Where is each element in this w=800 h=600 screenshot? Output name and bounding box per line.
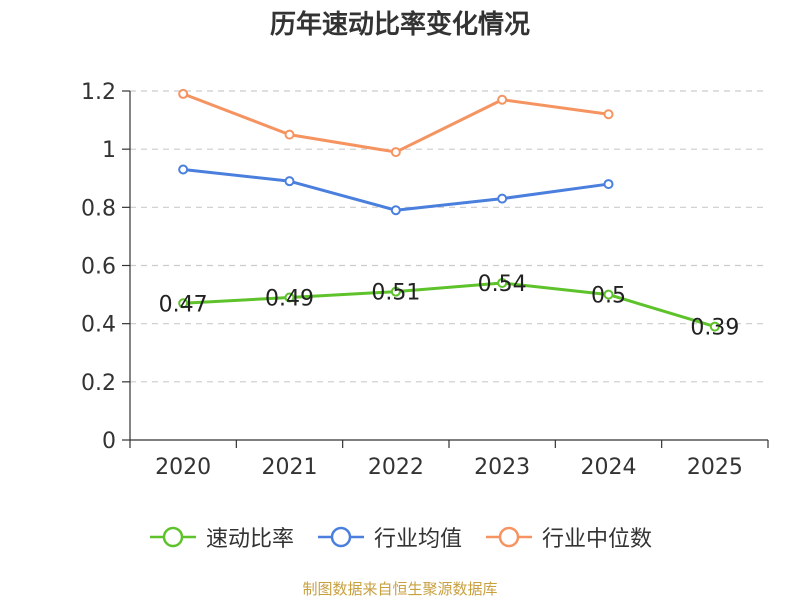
data-point — [603, 109, 614, 120]
series-line-0 — [183, 281, 716, 329]
legend-marker-icon — [317, 526, 364, 548]
legend-label: 行业中位数 — [542, 527, 653, 552]
data-label: 0.49 — [265, 286, 314, 311]
data-label: 0.51 — [371, 281, 420, 306]
x-tick-label: 2021 — [262, 455, 318, 480]
legend-item[interactable]: 行业均值 — [316, 521, 462, 553]
y-tick-label: 0.6 — [81, 255, 116, 280]
y-tick-label: 0.2 — [81, 371, 116, 396]
data-point — [390, 147, 401, 158]
data-label: 0.47 — [159, 292, 208, 317]
data-label: 0.5 — [591, 284, 626, 309]
data-point — [390, 205, 401, 216]
legend-item[interactable]: 速动比率 — [148, 521, 294, 553]
series-line-2 — [182, 92, 609, 154]
y-tick-label: 0.8 — [81, 196, 116, 221]
legend-label: 速动比率 — [205, 527, 294, 552]
x-tick-label: 2022 — [368, 455, 424, 480]
data-point — [390, 286, 401, 297]
data-point — [178, 298, 189, 309]
y-tick-label: 1.2 — [81, 80, 116, 105]
data-label: 0.54 — [478, 272, 527, 297]
x-tick-label: 2025 — [687, 455, 743, 480]
data-source-note: 制图数据来自恒生聚源数据库 — [302, 580, 498, 598]
data-point — [497, 193, 508, 204]
legend-item[interactable]: 行业中位数 — [484, 521, 652, 553]
x-tick-label: 2023 — [474, 455, 530, 480]
y-tick-label: 0.4 — [81, 313, 116, 338]
series-line-1 — [183, 168, 609, 212]
data-point — [284, 292, 295, 303]
data-point — [497, 277, 508, 288]
data-point — [709, 321, 720, 332]
y-tick-label: 1 — [102, 138, 116, 163]
data-label: 0.39 — [690, 316, 739, 341]
data-point — [603, 289, 614, 300]
data-point — [178, 164, 189, 175]
legend-marker-icon — [486, 526, 532, 548]
data-point — [603, 179, 614, 190]
data-point — [284, 176, 295, 187]
x-tick-label: 2024 — [581, 455, 637, 480]
y-tick-label: 0 — [102, 429, 116, 454]
legend-marker-icon — [149, 526, 196, 548]
data-point — [284, 129, 295, 140]
x-tick-label: 2020 — [155, 455, 211, 480]
data-point — [178, 88, 189, 99]
data-point — [497, 94, 508, 105]
chart-legend: 速动比率 行业均值 行业中位数 — [0, 519, 800, 555]
chart-title: 历年速动比率变化情况 — [269, 10, 530, 40]
legend-label: 行业均值 — [373, 527, 462, 552]
